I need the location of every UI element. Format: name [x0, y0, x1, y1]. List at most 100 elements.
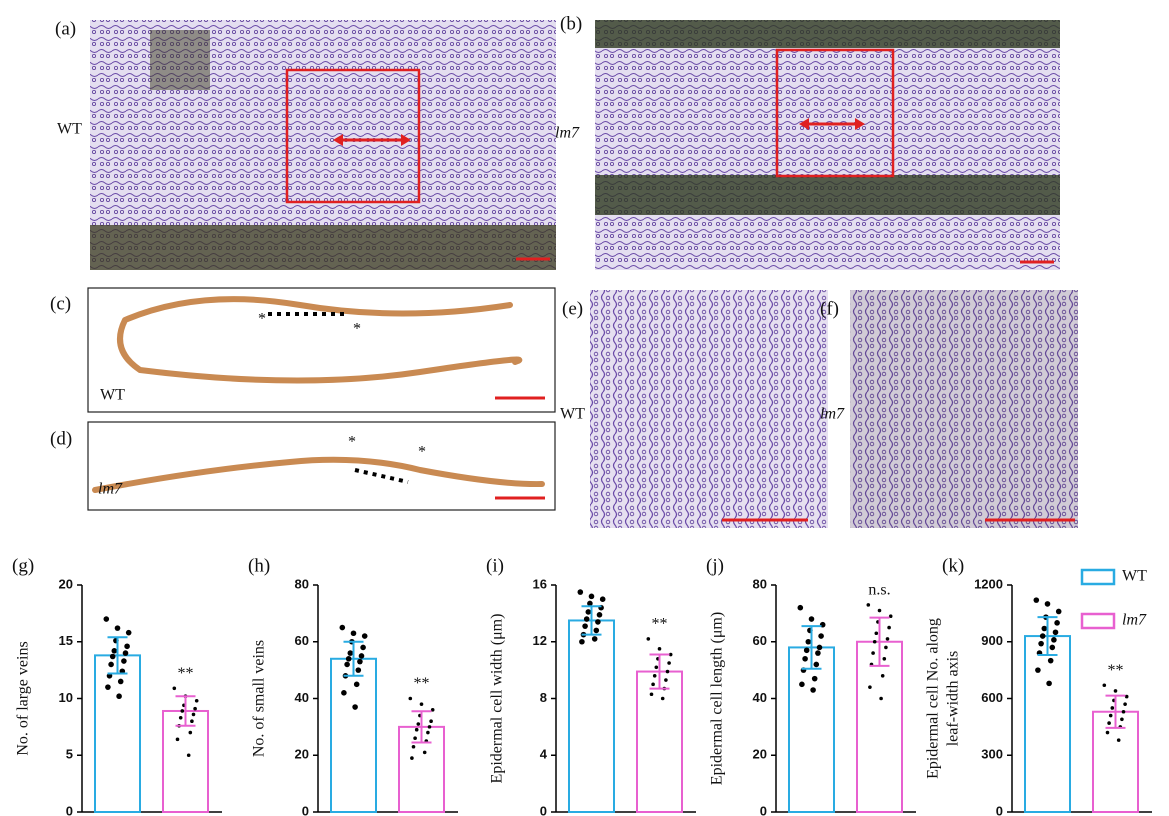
data-point [419, 702, 424, 706]
legend-label: lm7 [1122, 612, 1147, 629]
y-tick-label: 8 [540, 690, 547, 705]
data-point [599, 596, 606, 602]
data-point [360, 644, 366, 651]
data-point [872, 639, 877, 644]
data-point [1041, 625, 1048, 632]
panel-label: (j) [706, 555, 724, 576]
legend-swatch [1080, 612, 1116, 630]
significance-label: ** [652, 616, 668, 633]
y-axis-label: leaf-width axis [945, 651, 962, 747]
bar [636, 670, 683, 814]
y-axis-label: Epidermal cell width (μm) [489, 614, 506, 784]
y-axis-label: Epidermal cell length (μm) [709, 612, 726, 785]
data-point [350, 630, 357, 637]
data-point [1039, 633, 1046, 639]
data-point [427, 725, 432, 729]
data-point [808, 616, 815, 622]
panel-label: (g) [12, 555, 34, 576]
y-tick-label: 15 [59, 633, 73, 648]
data-point [1033, 597, 1040, 603]
data-point [125, 629, 132, 636]
panel-label: (f) [820, 298, 839, 319]
data-point [172, 686, 177, 691]
y-tick-label: 12 [533, 633, 547, 648]
significance-label: ** [1108, 662, 1124, 679]
data-point [410, 756, 414, 760]
data-point [1046, 680, 1052, 687]
data-point [1116, 738, 1121, 742]
data-point [646, 637, 651, 641]
data-point [665, 669, 670, 674]
data-point [1107, 721, 1111, 725]
data-point [887, 625, 891, 630]
data-point [797, 604, 804, 611]
cross-section-d [87, 421, 556, 511]
y-tick-label: 40 [753, 690, 767, 705]
genotype-label: WT [57, 121, 82, 138]
data-point [803, 647, 810, 654]
micrograph-b [595, 20, 1060, 270]
vein-marker: * [258, 311, 266, 328]
data-point [1035, 667, 1041, 673]
bar [94, 654, 141, 813]
data-point [657, 647, 662, 651]
y-tick-label: 1200 [974, 576, 1003, 591]
data-point [587, 600, 593, 607]
data-point [816, 644, 823, 651]
data-point [353, 681, 360, 688]
bar [330, 657, 377, 814]
data-point [651, 682, 655, 687]
data-point [591, 636, 598, 642]
data-point [430, 708, 435, 712]
data-point [877, 608, 882, 613]
data-point [357, 658, 363, 665]
data-point [588, 593, 595, 600]
data-point [652, 674, 657, 678]
data-point [416, 722, 421, 726]
bar [856, 640, 903, 813]
data-point [810, 687, 816, 693]
data-point [885, 637, 890, 641]
y-tick-label: 300 [981, 747, 1003, 762]
data-point [193, 706, 197, 711]
data-point [411, 744, 416, 749]
panel-label: (h) [248, 555, 270, 576]
bar [1024, 635, 1071, 814]
data-point [175, 737, 180, 742]
data-point [649, 692, 654, 697]
significance-label: n.s. [868, 582, 890, 599]
data-point [190, 719, 194, 723]
data-point [879, 696, 883, 701]
data-point [355, 667, 362, 673]
micrograph-a [90, 20, 556, 270]
data-point [352, 704, 358, 710]
data-point [1123, 702, 1127, 706]
y-tick-label: 0 [302, 803, 309, 816]
data-point [344, 661, 350, 668]
y-tick-label: 16 [533, 576, 547, 591]
data-point [871, 651, 875, 655]
data-point [116, 693, 122, 700]
legend-label: WT [1122, 568, 1147, 585]
genotype-label: lm7 [820, 406, 845, 423]
vein-marker: * [418, 444, 426, 461]
bar [568, 619, 615, 813]
data-point [408, 696, 413, 701]
data-point [583, 616, 590, 622]
y-tick-label: 0 [760, 803, 767, 816]
y-tick-label: 900 [981, 633, 1003, 648]
y-tick-label: 5 [66, 747, 73, 762]
vein-marker: * [348, 434, 356, 451]
data-point [121, 658, 127, 664]
data-point [799, 681, 805, 688]
data-point [1113, 689, 1118, 693]
data-point [117, 678, 124, 685]
data-point [339, 624, 346, 631]
y-tick-label: 60 [753, 633, 767, 648]
data-point [1038, 640, 1044, 647]
data-point [429, 719, 433, 723]
data-point [111, 648, 118, 654]
y-tick-label: 20 [295, 747, 309, 762]
y-tick-label: 20 [59, 576, 73, 591]
bar [788, 646, 835, 813]
